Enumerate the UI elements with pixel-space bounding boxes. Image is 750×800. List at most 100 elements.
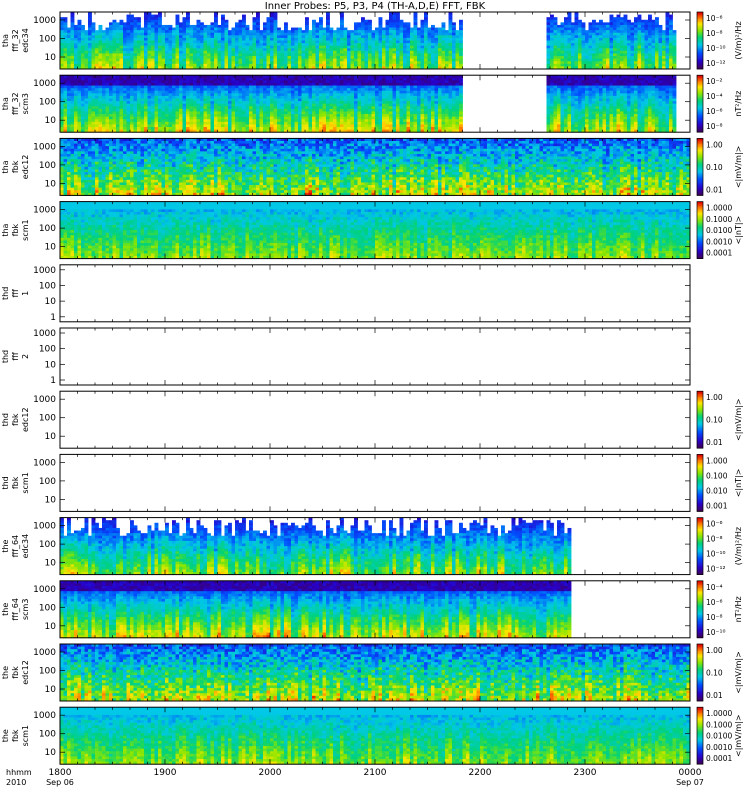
- colorbar-cell: [697, 201, 703, 204]
- colorbar-cell: [697, 191, 703, 193]
- colorbar-cell: [697, 36, 703, 38]
- colorbar-cell: [697, 672, 703, 675]
- colorbar-cell: [697, 144, 703, 146]
- colorbar-cell: [697, 19, 703, 21]
- colorbar-cell: [697, 255, 703, 258]
- colorbar-cell: [697, 597, 703, 600]
- colorbar-cell: [697, 423, 703, 426]
- x-tick-label: 1800: [49, 768, 72, 778]
- colorbar-cell: [697, 24, 703, 27]
- y-tick-label: 1000: [33, 206, 56, 216]
- colorbar-cell: [697, 415, 703, 418]
- colorbar-cell: [697, 633, 703, 636]
- x-axis-row1-label: hhmm: [6, 768, 32, 777]
- colorbar-cell: [697, 67, 703, 70]
- colorbar-cell: [697, 571, 703, 574]
- panel-label-line: fff_64: [11, 598, 20, 621]
- panel-label-line: the: [1, 539, 10, 552]
- panel-label-line: fff_64: [11, 535, 20, 558]
- colorbar-cell: [697, 623, 703, 626]
- colorbar-cell: [697, 230, 703, 232]
- panel-label-line: scm1: [21, 725, 30, 746]
- colorbar-cell: [697, 64, 703, 67]
- y-tick-label: 1000: [33, 329, 56, 339]
- colorbar-cell: [697, 227, 703, 229]
- colorbar-tick-label: 1.000: [706, 456, 728, 465]
- colorbar-cell: [697, 613, 703, 616]
- colorbar-cell: [697, 551, 703, 554]
- panel-the_fff_64_scm3: 1000 100 10 the fff_64 scm3 10⁻⁴ 10⁻⁶ 10⁻⁸ 10⁻¹⁰ n…: [1, 580, 743, 639]
- colorbar-cell: [697, 431, 703, 433]
- colorbar-cell: [697, 460, 703, 462]
- colorbar-cell: [697, 80, 703, 83]
- colorbar-cell: [697, 616, 703, 619]
- y-tick-label: 10: [45, 116, 57, 126]
- colorbar-cell: [697, 151, 703, 153]
- colorbar-cell: [697, 109, 703, 112]
- y-tick-label: 100: [39, 281, 56, 291]
- colorbar-tick-label: 1.00: [706, 393, 723, 402]
- colorbar-cell: [697, 221, 703, 224]
- colorbar-cell: [697, 161, 703, 163]
- colorbar-cell: [697, 102, 703, 105]
- colorbar-cell: [697, 665, 703, 668]
- colorbar-cell: [697, 26, 703, 28]
- colorbar-cell: [697, 86, 703, 89]
- panel-tha_fff_32_scm3: 1000 100 10 tha fff_32 scm3 10⁻² 10⁻⁴ 10⁻⁶ 10⁻⁸ nT…: [1, 74, 743, 133]
- colorbar-cell: [697, 224, 703, 227]
- colorbar-cell: [697, 655, 703, 658]
- colorbar-cell: [697, 487, 703, 489]
- colorbar-cell: [697, 17, 703, 20]
- colorbar-cell: [697, 717, 703, 719]
- colorbar-cell: [697, 508, 703, 511]
- colorbar-cell: [697, 399, 703, 402]
- colorbar-cell: [697, 582, 703, 584]
- colorbar-cell: [697, 37, 703, 40]
- panel-tha_fbk_edc12: 1000 100 10 tha fbk edc12 1.00 0.10 0.01 <|mV/m|>: [1, 137, 743, 196]
- colorbar-cell: [697, 547, 703, 550]
- colorbar-cell: [697, 649, 703, 652]
- colorbar-cell: [697, 698, 703, 700]
- colorbar-frame: [696, 517, 704, 575]
- colorbar-cell: [697, 208, 703, 211]
- y-tick-label: 1000: [33, 522, 56, 532]
- colorbar-tick-label: 0.01: [706, 438, 723, 447]
- colorbar-cell: [697, 107, 703, 110]
- colorbar-cell: [697, 178, 703, 181]
- colorbar-cell: [697, 416, 703, 419]
- y-tick-label: 1000: [33, 711, 56, 721]
- colorbar-cell: [697, 125, 703, 127]
- colorbar-cell: [697, 662, 703, 665]
- colorbar-cell: [697, 433, 703, 436]
- colorbar-cell: [697, 257, 703, 259]
- colorbar-cell: [697, 398, 703, 401]
- colorbar-cell: [697, 245, 703, 248]
- colorbar-cell: [697, 548, 703, 551]
- colorbar-cell: [697, 222, 703, 225]
- colorbar-cell: [697, 751, 703, 754]
- colorbar-frame: [696, 11, 704, 70]
- colorbar-cell: [697, 725, 703, 728]
- colorbar-cell: [697, 156, 703, 159]
- colorbar-cell: [697, 186, 703, 189]
- colorbar-label: nT²/Hz: [734, 91, 743, 117]
- colorbar-cell: [697, 428, 703, 430]
- colorbar-cell: [697, 129, 703, 132]
- colorbar-cell: [697, 96, 703, 99]
- colorbar-cell: [697, 754, 703, 756]
- colorbar-cell: [697, 669, 703, 672]
- colorbar-cell: [697, 100, 703, 103]
- x-tick-label: 2300: [574, 768, 597, 778]
- colorbar-cell: [697, 106, 703, 109]
- y-tick-label: 100: [39, 730, 56, 740]
- panel-thd_fbk_scm1: 1000 100 10 thd fbk scm1 1.000 0.100 0.010 0.001 <…: [1, 453, 743, 512]
- colorbar-cell: [697, 455, 703, 458]
- colorbar-cell: [697, 622, 703, 624]
- colorbar-cell: [697, 691, 703, 693]
- y-tick-label: 100: [39, 540, 56, 550]
- colorbar-cell: [697, 40, 703, 43]
- y-tick-label: 10: [45, 53, 57, 63]
- colorbar-cell: [697, 630, 703, 633]
- colorbar-cell: [697, 175, 703, 178]
- colorbar-cell: [697, 49, 703, 51]
